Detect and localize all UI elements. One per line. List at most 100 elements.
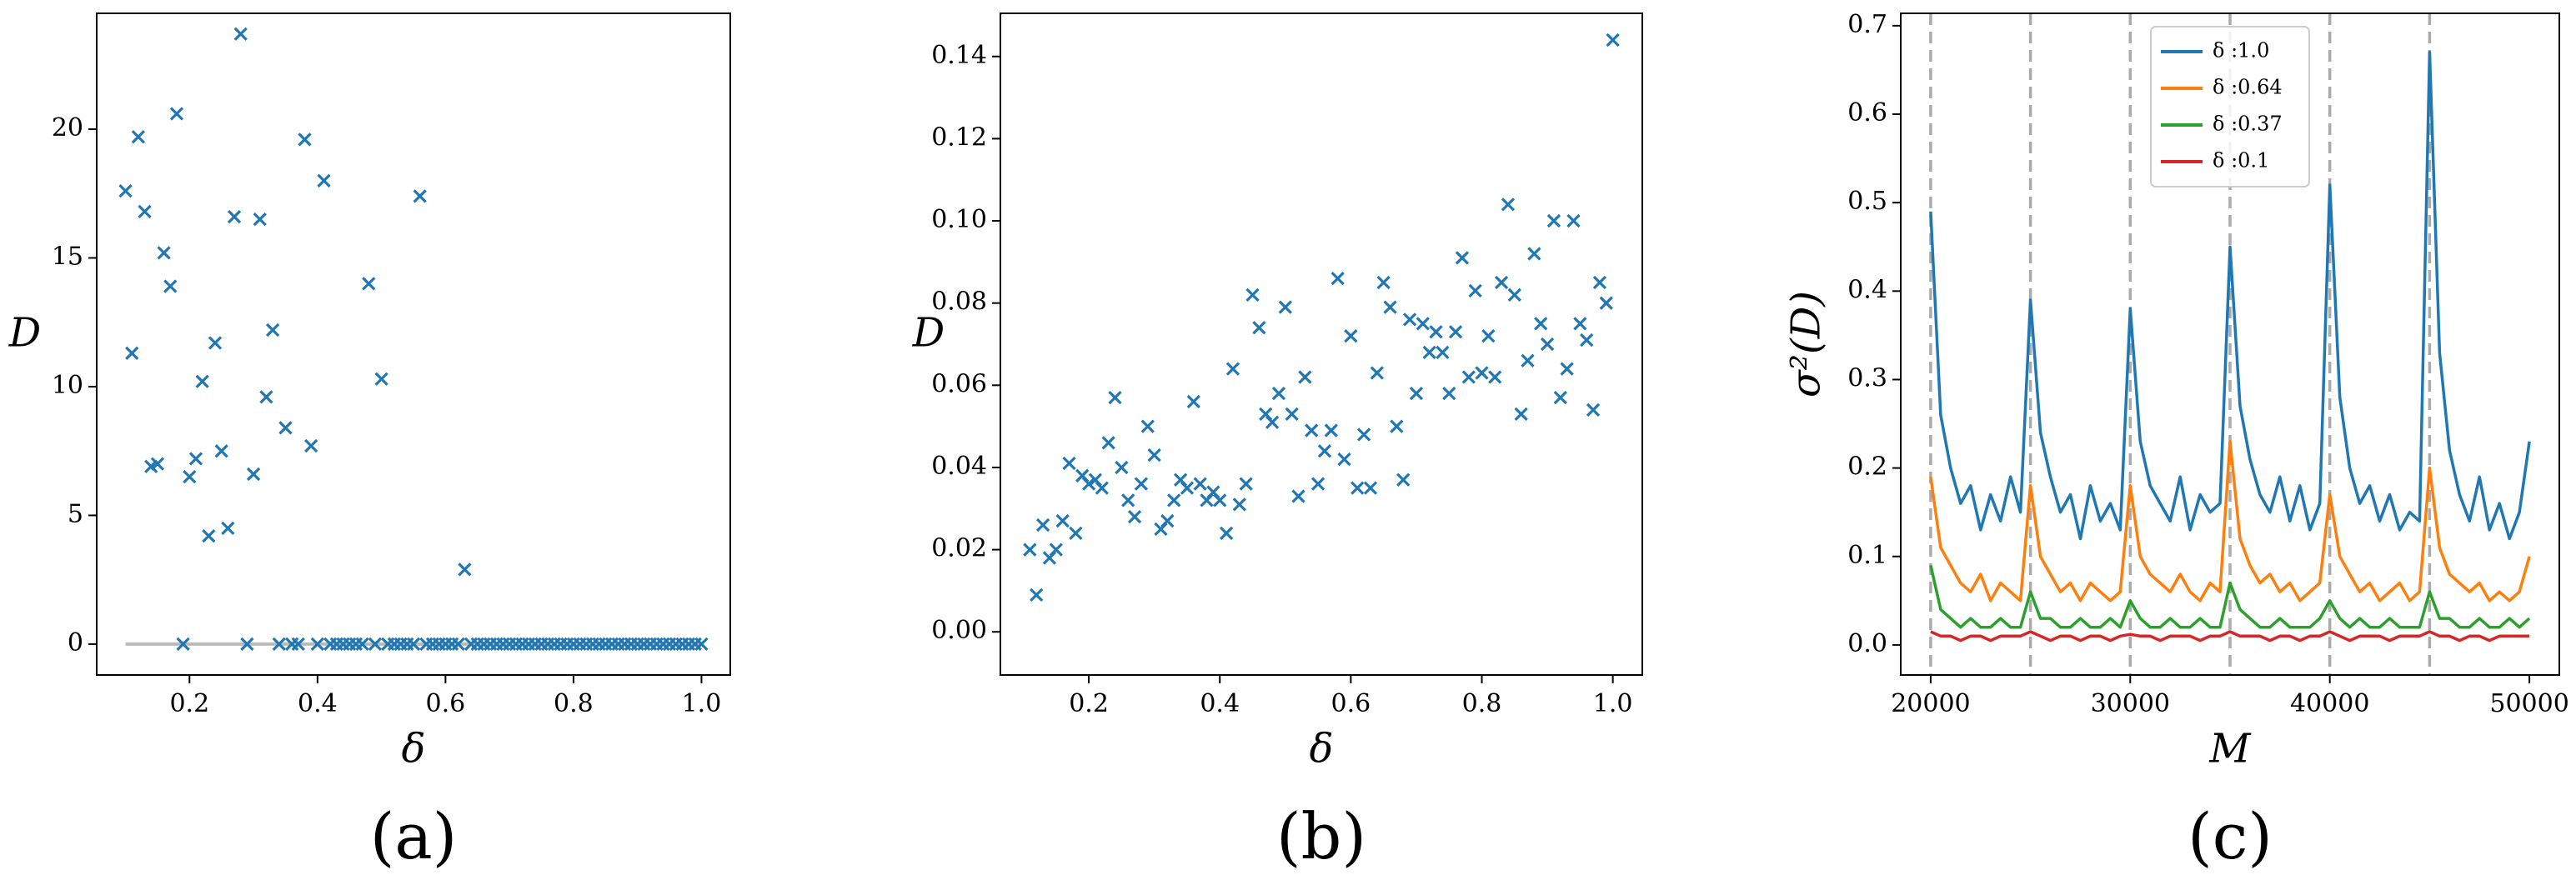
y-tick-label: 15	[52, 242, 83, 272]
point	[1592, 275, 1607, 290]
x-tick-label: 0.8	[1462, 689, 1502, 718]
point	[1586, 402, 1601, 418]
point	[188, 452, 203, 466]
y-tick-label: 0.12	[931, 122, 987, 152]
y-axis-label: D	[912, 310, 945, 357]
point	[1507, 288, 1521, 302]
point	[157, 246, 171, 260]
plot-area	[118, 27, 709, 652]
point	[1416, 317, 1430, 331]
point	[1271, 387, 1286, 401]
x-tick-label: 0.4	[1200, 689, 1240, 718]
point	[451, 637, 465, 652]
point	[1232, 498, 1246, 512]
point	[355, 637, 369, 652]
legend-label: δ :0.1	[2213, 149, 2269, 172]
point	[1429, 325, 1443, 339]
series-line	[1929, 565, 2531, 629]
legend-box	[2150, 26, 2310, 188]
axes-frame	[1900, 12, 2560, 676]
point	[1069, 526, 1083, 540]
point	[1101, 436, 1115, 450]
point	[1599, 296, 1613, 310]
point	[1186, 394, 1200, 409]
point	[1546, 213, 1561, 228]
point	[1356, 428, 1371, 442]
point	[1461, 370, 1476, 384]
point	[1566, 213, 1581, 228]
x-tick-label: 0.6	[426, 689, 466, 718]
point	[374, 372, 388, 386]
point	[246, 467, 261, 482]
y-tick-label: 20	[52, 113, 83, 142]
point	[1062, 456, 1076, 471]
series-line	[1929, 440, 2531, 602]
point	[1481, 329, 1496, 343]
point	[1252, 321, 1266, 335]
panel-caption: (b)	[1276, 799, 1366, 873]
y-tick-label: 0.08	[931, 288, 987, 317]
point	[1213, 493, 1227, 508]
point	[1383, 300, 1397, 314]
y-axis-label: σ²(D)	[1783, 291, 1830, 398]
panel-caption: (c)	[2188, 799, 2273, 873]
point	[1167, 493, 1181, 508]
point	[163, 279, 178, 293]
point	[1540, 337, 1555, 352]
point	[1573, 317, 1587, 331]
legend-label: δ :0.64	[2213, 76, 2283, 99]
point	[304, 438, 318, 453]
point	[1265, 415, 1280, 429]
legend-label: δ :1.0	[2213, 39, 2269, 62]
point	[183, 469, 197, 484]
point	[1521, 353, 1535, 368]
point	[1095, 481, 1109, 495]
x-tick-label: 20000	[1891, 689, 1970, 718]
point	[221, 521, 235, 536]
point	[1553, 390, 1567, 405]
point	[1311, 477, 1326, 491]
point	[1049, 542, 1063, 557]
point	[1219, 526, 1234, 540]
point	[1376, 275, 1391, 290]
y-tick-label: 0.3	[1847, 363, 1887, 392]
point	[176, 637, 190, 652]
point	[1317, 444, 1332, 458]
point	[1442, 387, 1456, 401]
point	[1239, 477, 1253, 491]
x-axis-label: δ	[402, 726, 426, 772]
y-axis-label: D	[8, 310, 41, 357]
point	[233, 27, 248, 41]
point	[1305, 423, 1319, 438]
point	[1147, 448, 1161, 462]
y-tick-label: 0.1	[1847, 541, 1887, 570]
point	[298, 132, 312, 147]
point	[1606, 32, 1620, 48]
point	[1331, 271, 1345, 286]
point	[413, 189, 427, 203]
point	[1396, 472, 1411, 487]
point	[362, 277, 376, 291]
point	[1291, 489, 1306, 503]
point	[1140, 419, 1155, 433]
point	[1055, 513, 1070, 528]
point	[1081, 477, 1096, 491]
point	[214, 444, 228, 458]
point	[1488, 370, 1502, 384]
point	[1285, 407, 1299, 421]
x-tick-label: 1.0	[1593, 689, 1633, 718]
point	[1115, 460, 1129, 475]
y-tick-label: 0.6	[1847, 98, 1887, 128]
y-tick-label: 0.00	[931, 616, 987, 645]
point	[1108, 390, 1122, 405]
point	[1193, 477, 1207, 491]
point	[227, 209, 242, 224]
point	[1351, 481, 1365, 495]
point	[1580, 332, 1594, 348]
point	[1527, 247, 1541, 261]
series-line	[1929, 50, 2531, 541]
point	[1134, 477, 1149, 491]
point	[125, 346, 139, 360]
y-tick-label: 0.06	[931, 369, 987, 398]
point	[1534, 317, 1548, 331]
